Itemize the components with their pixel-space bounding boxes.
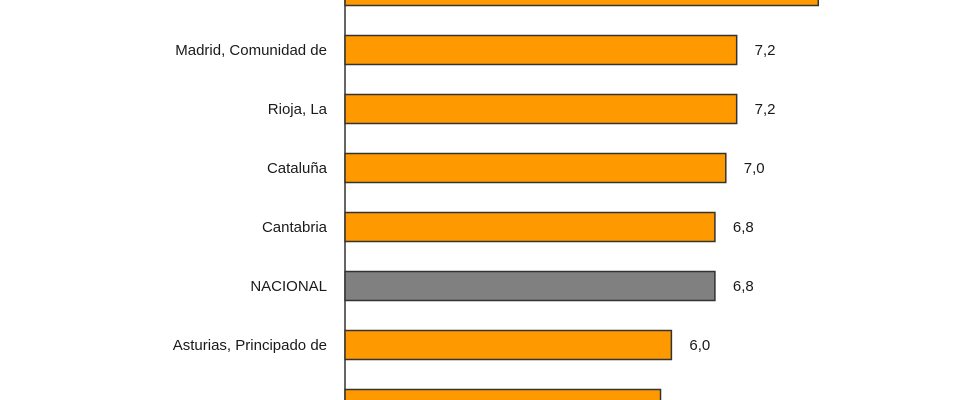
bar-4: [344, 211, 716, 243]
category-label-2: Rioja, La: [268, 101, 328, 118]
category-labels: Madrid, Comunidad de Rioja, La Cataluña Can…: [173, 42, 328, 354]
value-label-2: 7,2: [755, 101, 776, 118]
bars: [344, 0, 820, 400]
bar-3: [344, 152, 727, 184]
bar-5: [344, 270, 716, 302]
category-label-5: NACIONAL: [250, 278, 327, 295]
category-label-4: Cantabria: [262, 219, 328, 236]
bar-2: [344, 93, 738, 125]
category-label-6: Asturias, Principado de: [173, 337, 327, 354]
bar-0: [344, 0, 820, 7]
bar-7: [344, 388, 662, 400]
value-label-1: 7,2: [755, 42, 776, 59]
bar-6: [344, 329, 673, 361]
value-label-6: 6,0: [689, 337, 710, 354]
category-label-1: Madrid, Comunidad de: [175, 42, 327, 59]
value-labels: 7,2 7,2 7,0 6,8 6,8 6,0: [689, 42, 775, 354]
category-label-3: Cataluña: [267, 160, 328, 177]
bar-1: [344, 34, 738, 66]
value-label-3: 7,0: [744, 160, 765, 177]
value-label-5: 6,8: [733, 278, 754, 295]
value-label-4: 6,8: [733, 219, 754, 236]
